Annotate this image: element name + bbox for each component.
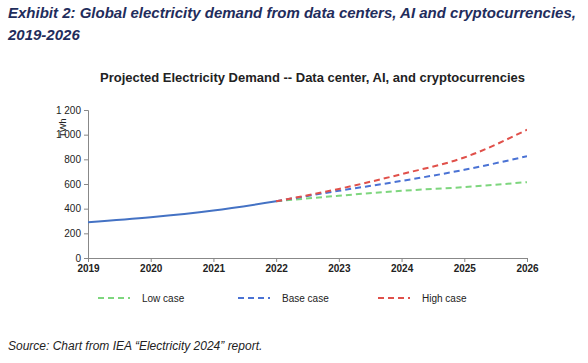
x-tick: 2025: [454, 258, 477, 274]
x-axis-line: [89, 259, 528, 263]
x-tick-label: 2023: [328, 263, 351, 274]
y-tick-mark: [84, 159, 88, 160]
series-line: [276, 130, 527, 202]
series-line: [276, 156, 527, 201]
x-tick: 2026: [516, 258, 539, 274]
legend-label: High case: [422, 293, 467, 304]
x-tick-mark: [151, 258, 152, 262]
x-tick: 2023: [328, 258, 351, 274]
x-tick-label: 2019: [77, 263, 100, 274]
y-axis-line: [84, 111, 89, 259]
exhibit-title: Exhibit 2: Global electricity demand fro…: [8, 2, 580, 46]
y-tick-mark: [84, 184, 88, 185]
x-tick-mark: [339, 258, 340, 262]
y-tick: 800: [64, 154, 88, 165]
y-tick-mark: [84, 258, 88, 259]
x-tick: 2024: [391, 258, 414, 274]
y-tick: 400: [64, 203, 88, 214]
x-tick-label: 2021: [203, 263, 226, 274]
x-tick: 2020: [140, 258, 163, 274]
source-note: Source: Chart from IEA “Electricity 2024…: [8, 339, 262, 353]
y-tick-mark: [84, 209, 88, 210]
x-tick-mark: [276, 258, 277, 262]
x-tick-mark: [402, 258, 403, 262]
x-tick-mark: [88, 258, 89, 262]
x-tick-mark: [527, 258, 528, 262]
legend-swatch: [238, 297, 270, 299]
x-tick-label: 2025: [454, 263, 477, 274]
x-tick-label: 2026: [516, 263, 539, 274]
y-tick-label: 0: [75, 253, 81, 264]
y-tick-label: 600: [64, 179, 81, 190]
legend-label: Low case: [142, 293, 185, 304]
y-tick: 1 000: [56, 129, 88, 140]
y-tick: 0: [75, 253, 88, 264]
legend: Low case Base case High case: [98, 293, 467, 304]
y-tick-mark: [84, 135, 88, 136]
y-tick: 200: [64, 228, 88, 239]
y-tick-label: 1 000: [56, 129, 81, 140]
y-tick: 600: [64, 179, 88, 190]
x-tick-label: 2020: [140, 263, 163, 274]
x-tick: 2021: [203, 258, 226, 274]
series-line: [88, 201, 276, 222]
y-tick-label: 400: [64, 203, 81, 214]
y-tick-label: 200: [64, 228, 81, 239]
y-axis: 0 200 400 600 800 1 000 1 200: [56, 105, 89, 264]
x-axis: 2019 2020 2021 2022 2023 2024 2025 2026: [77, 258, 539, 274]
y-tick: 1 200: [56, 105, 88, 116]
legend-swatch: [98, 297, 130, 299]
legend-label: Base case: [282, 293, 329, 304]
series-line: [276, 182, 527, 201]
chart-title: Projected Electricity Demand -- Data cen…: [100, 70, 525, 85]
lines: [88, 130, 527, 223]
x-tick-label: 2024: [391, 263, 414, 274]
x-tick: 2019: [77, 258, 100, 274]
x-tick-mark: [464, 258, 465, 262]
x-tick-mark: [213, 258, 214, 262]
y-tick-label: 1 200: [56, 105, 81, 116]
y-tick-label: 800: [64, 154, 81, 165]
x-tick-label: 2022: [266, 263, 289, 274]
y-tick-mark: [84, 110, 88, 111]
chart: Projected Electricity Demand -- Data cen…: [0, 0, 588, 363]
x-tick: 2022: [266, 258, 289, 274]
y-tick-mark: [84, 233, 88, 234]
legend-swatch: [378, 297, 410, 299]
